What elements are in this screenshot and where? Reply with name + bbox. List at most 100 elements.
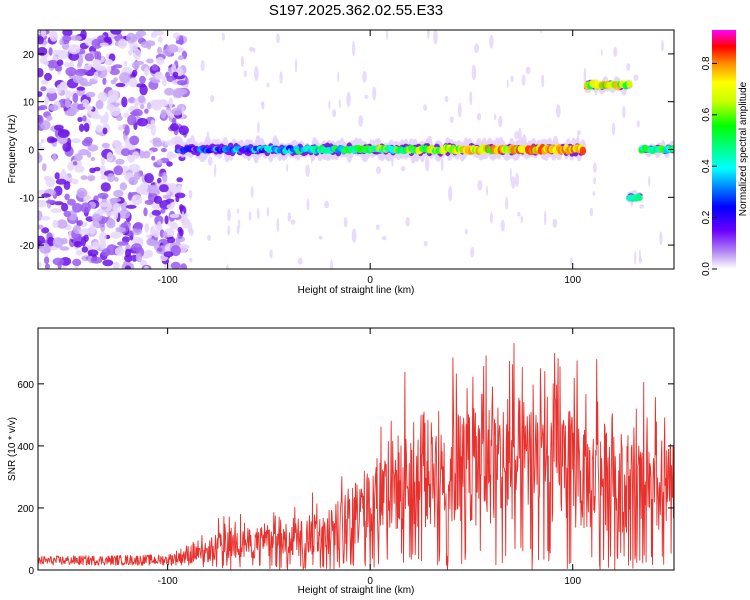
noise-blob — [162, 231, 168, 239]
noise-blob — [177, 55, 184, 60]
faint-streak — [269, 249, 273, 259]
faint-streak — [449, 116, 454, 123]
faint-streak — [498, 115, 503, 128]
noise-blob — [38, 261, 42, 268]
faint-streak — [287, 212, 291, 222]
noise-blob — [131, 194, 143, 206]
faint-streak — [457, 102, 462, 118]
faint-streak — [600, 49, 603, 56]
faint-streak — [181, 106, 184, 120]
noise-blob — [46, 115, 53, 121]
noise-blob — [95, 100, 104, 110]
noise-blob — [52, 219, 59, 229]
noise-blob — [45, 199, 57, 204]
x-tick-label: 0 — [367, 576, 373, 587]
faint-streak — [440, 157, 444, 172]
faint-streak — [188, 189, 193, 199]
noise-blob — [116, 241, 129, 246]
y-tick-label: -10 — [20, 193, 35, 204]
noise-blob — [162, 49, 172, 57]
noise-blob — [180, 263, 187, 269]
noise-blob — [83, 122, 90, 132]
noise-blob — [44, 72, 52, 81]
noise-blob — [80, 30, 87, 40]
faint-streak — [343, 217, 348, 228]
noise-blob — [59, 246, 70, 251]
noise-blob — [143, 207, 148, 217]
noise-blob — [162, 76, 167, 87]
noise-blob — [157, 221, 162, 230]
noise-blob — [56, 59, 64, 66]
noise-blob — [90, 256, 103, 264]
noise-blob — [104, 111, 109, 122]
noise-blob — [39, 242, 51, 254]
noise-blob — [115, 227, 126, 233]
noise-blob — [106, 66, 112, 73]
noise-blob — [164, 140, 176, 146]
faint-streak — [295, 58, 298, 73]
noise-blob — [62, 35, 72, 42]
noise-blob — [100, 202, 109, 208]
faint-streak — [330, 259, 333, 269]
noise-blob — [67, 198, 76, 206]
faint-streak — [506, 79, 509, 89]
faint-streak — [400, 165, 406, 172]
noise-blob — [98, 239, 107, 250]
lower-blob-core — [636, 194, 643, 201]
noise-blob — [128, 177, 139, 186]
noise-blob — [131, 243, 142, 252]
y-tick-label: 20 — [23, 50, 35, 61]
faint-streak — [648, 175, 651, 187]
noise-blob — [99, 42, 109, 47]
noise-blob — [110, 231, 122, 239]
faint-streak — [517, 211, 521, 217]
snr-x-axis-label: Height of straight line (km) — [298, 585, 415, 596]
noise-blob — [160, 208, 166, 214]
noise-blob — [41, 227, 50, 234]
faint-streak — [298, 257, 303, 265]
noise-blob — [150, 103, 159, 109]
noise-blob — [67, 177, 74, 182]
snr-panel: -100 0 100 0 200 400 600 Height of straight li… — [7, 327, 675, 596]
faint-streak — [306, 198, 310, 211]
faint-streak — [639, 204, 644, 209]
noise-blob — [154, 71, 164, 80]
noise-blob — [38, 35, 44, 45]
noise-blob — [52, 237, 64, 248]
noise-blob — [107, 217, 114, 226]
faint-streak — [227, 225, 231, 236]
faint-streak — [464, 228, 468, 235]
faint-streak — [332, 109, 337, 118]
noise-blob — [123, 112, 130, 119]
noise-blob — [84, 37, 92, 46]
noise-blob — [176, 177, 183, 183]
noise-blob — [156, 159, 163, 166]
noise-blob — [102, 127, 108, 135]
faint-streak — [210, 94, 215, 103]
noise-blob — [127, 191, 133, 201]
noise-blob — [146, 102, 152, 110]
noise-blob — [38, 199, 47, 208]
faint-streak — [509, 167, 512, 183]
faint-streak — [381, 235, 387, 241]
noise-blob — [121, 165, 128, 173]
noise-blob — [38, 142, 42, 147]
noise-blob — [156, 56, 165, 65]
noise-blob — [118, 38, 128, 49]
noise-blob — [167, 236, 176, 244]
noise-blob — [41, 79, 49, 85]
faint-streak — [661, 39, 664, 52]
x-tick-label: -100 — [158, 275, 178, 286]
noise-blob — [165, 198, 175, 203]
noise-blob — [98, 231, 107, 243]
faint-streak — [375, 224, 380, 231]
colorbar-tick-label: 0.4 — [701, 159, 712, 173]
noise-blob — [127, 97, 137, 104]
noise-blob — [65, 89, 72, 100]
x-tick-label: -100 — [158, 576, 178, 587]
faint-streak — [189, 257, 193, 263]
noise-blob — [90, 156, 96, 162]
noise-blob — [166, 204, 175, 210]
noise-blob — [64, 193, 70, 201]
noise-blob — [109, 197, 122, 203]
